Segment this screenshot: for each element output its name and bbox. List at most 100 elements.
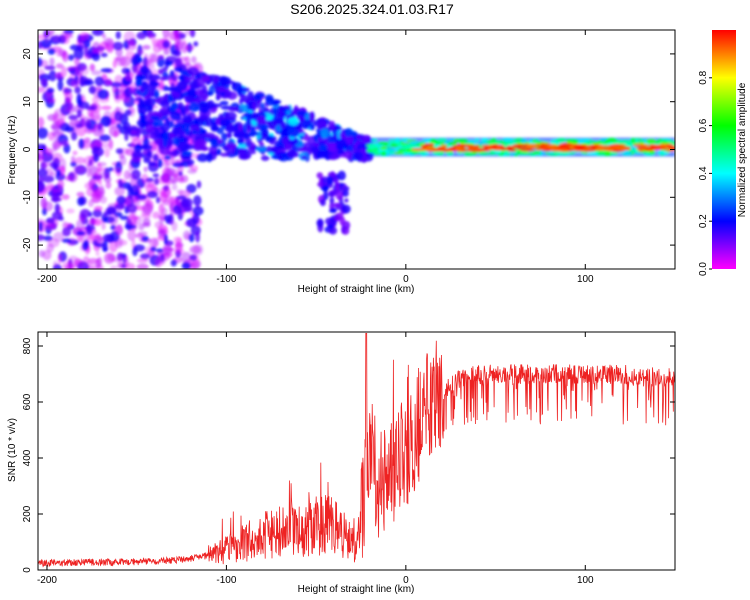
spectrogram-cell [94, 76, 105, 86]
spectrogram-cell [82, 79, 95, 86]
spectrogram-cell [256, 146, 268, 152]
spectrogram-cell [54, 203, 61, 213]
spectrogram-cell [148, 74, 161, 81]
spectrogram-cell [491, 137, 497, 143]
spectrogram-cell [537, 146, 551, 150]
spectrogram-cell [155, 257, 163, 268]
spectrogram-cell [114, 203, 126, 210]
spectrogram-cell [488, 151, 496, 155]
spectrogram-cell [302, 119, 312, 128]
spectrogram-cell [191, 56, 197, 64]
spectrogram-cell [474, 138, 480, 142]
spectrogram-cell [81, 66, 89, 76]
y-tick-label: 800 [22, 337, 33, 354]
spectrogram-cell [357, 142, 364, 148]
spectrogram-cell [61, 194, 70, 200]
spectrogram-cell [150, 54, 157, 63]
spectrogram-cell [210, 124, 220, 132]
spectrogram-cell [98, 172, 110, 179]
spectrogram-cell [76, 191, 85, 197]
spectrogram-cell [157, 158, 163, 168]
spectrogram-cell [93, 234, 103, 246]
spectrogram-cell [302, 133, 310, 141]
spectrogram-cell [657, 150, 668, 155]
spectrogram-cell [116, 122, 122, 129]
spectrogram-cell [189, 262, 200, 269]
spectrogram-cell [86, 164, 91, 176]
spectrogram-cell [40, 78, 48, 86]
spectrogram-cell [38, 34, 46, 40]
spectrogram-cell [170, 259, 177, 267]
spectrogram-cell [491, 144, 499, 147]
spectrogram-cell [160, 99, 170, 109]
spectrogram-cell [94, 138, 103, 148]
spectrogram-cell [183, 143, 195, 150]
spectrogram-cell [172, 162, 185, 168]
spectrogram-cell [191, 79, 198, 89]
spectrogram-cell [67, 54, 75, 61]
spectrogram-cell [89, 178, 96, 189]
spectrogram-cell [319, 177, 324, 186]
spectrogram-cell [134, 233, 145, 239]
spectrogram-cell [154, 89, 160, 99]
spectrogram-cell [202, 94, 208, 101]
spectrogram-cell [163, 48, 170, 56]
spectrogram-cell [92, 153, 100, 163]
spectrogram-cell [38, 168, 48, 178]
spectrogram-cell [279, 128, 290, 138]
spectrogram-cell [321, 184, 329, 192]
spectrogram-cell [136, 77, 143, 87]
spectrogram-cell [117, 261, 125, 269]
spectrogram-cell [139, 253, 151, 260]
spectrogram-cell [141, 144, 153, 151]
spectrogram-cell [343, 150, 353, 159]
x-tick-label: 0 [403, 575, 409, 586]
spectrogram-cell [341, 225, 346, 234]
spectrogram-cell [158, 175, 168, 185]
spectrogram-cell [137, 49, 145, 55]
spectrogram-cell [438, 148, 454, 152]
spectrogram-cell [44, 65, 56, 71]
spectrogram-cell [309, 111, 314, 121]
spectrogram-cell [139, 65, 149, 75]
spectrogram-cell [123, 170, 131, 180]
spectrogram-cell [341, 204, 351, 214]
spectrogram-cell [478, 151, 490, 156]
spectrogram-cell [509, 145, 517, 149]
spectrogram-cell [167, 93, 174, 103]
spectrogram-cell [220, 152, 229, 157]
spectrogram-cell [76, 230, 86, 236]
spectrogram-cell [92, 209, 103, 218]
spectrogram-cell [481, 138, 489, 142]
spectrogram-cell [56, 169, 62, 177]
spectrogram-cell [101, 105, 112, 111]
spectrogram-cell [176, 80, 189, 91]
spectrogram-cell [370, 148, 381, 152]
spectrogram-cell [136, 263, 149, 269]
spectrogram-cell [170, 50, 180, 56]
spectrogram-cell [106, 44, 114, 54]
spectrogram-cell [151, 42, 162, 47]
spectrogram-cell [83, 155, 96, 167]
spectrogram-cell [264, 94, 274, 102]
spectrogram-cell [299, 146, 307, 153]
snr-y-label: SNR (10 * v/v) [7, 418, 18, 482]
spectrogram-cell [77, 196, 85, 206]
spectrogram-cell [478, 141, 490, 146]
spectrogram-cell [76, 93, 83, 105]
spectrogram-cell [46, 97, 56, 103]
spectrogram-cell [367, 143, 379, 149]
spectrogram-cell [38, 249, 45, 258]
spectrogram-cell [411, 149, 419, 155]
spectrogram-cell [64, 126, 75, 133]
spectrogram-cell [55, 63, 64, 69]
spectrogram-cell [193, 41, 199, 47]
x-tick-label: 100 [577, 274, 594, 285]
spectrogram-cell [332, 202, 341, 208]
spectrogram-cell [89, 165, 99, 177]
spectrogram-cell [427, 143, 435, 147]
spectrogram-cell [547, 144, 557, 148]
y-tick-label: 0 [22, 567, 33, 573]
spectrogram-cell [645, 138, 657, 144]
